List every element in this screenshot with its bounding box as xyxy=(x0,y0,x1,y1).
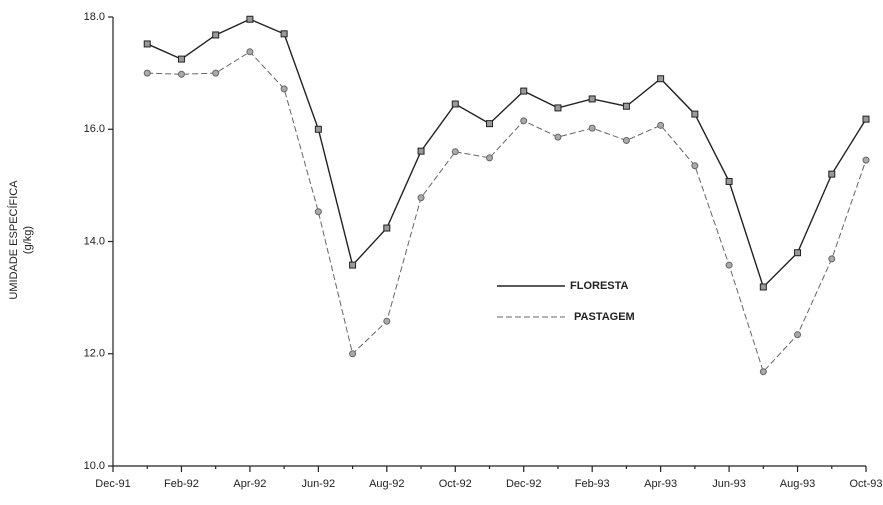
y-axis-label: UMIDADE ESPECÍFICA xyxy=(7,180,20,300)
point xyxy=(486,154,493,162)
x-tick-label: Oct-92 xyxy=(439,478,472,490)
x-tick-label: Dec-92 xyxy=(506,478,541,490)
x-tick-label: Dec-91 xyxy=(95,478,130,490)
point xyxy=(417,194,425,202)
x-tick-label: Oct-93 xyxy=(849,478,882,490)
point xyxy=(280,30,288,38)
x-tick-label: Apr-93 xyxy=(644,478,677,490)
point xyxy=(862,156,870,164)
point xyxy=(212,69,220,77)
point xyxy=(177,55,185,63)
point xyxy=(828,170,836,178)
point xyxy=(246,48,254,56)
point xyxy=(725,177,733,185)
point xyxy=(143,40,151,48)
point xyxy=(486,120,493,128)
point xyxy=(862,115,870,123)
point xyxy=(588,95,596,103)
point xyxy=(383,224,391,232)
point xyxy=(520,117,528,125)
x-tick-label: Jun-93 xyxy=(712,478,746,490)
y-tick-label: 12.0 xyxy=(84,348,105,360)
point xyxy=(657,121,665,129)
point xyxy=(759,368,767,376)
y-axis-label: (g/kg) xyxy=(22,226,34,254)
point xyxy=(314,208,322,216)
point xyxy=(657,75,665,83)
point xyxy=(177,70,185,78)
point xyxy=(520,87,528,95)
point xyxy=(794,331,802,339)
point xyxy=(451,100,459,108)
point xyxy=(794,249,802,257)
legend-label: PASTAGEM xyxy=(574,311,635,323)
point xyxy=(417,147,425,155)
point xyxy=(554,133,562,141)
point xyxy=(349,350,357,358)
x-tick-label: Jun-92 xyxy=(302,478,336,490)
point xyxy=(212,31,220,39)
point xyxy=(588,124,596,132)
series-line xyxy=(146,18,867,289)
point xyxy=(314,125,322,133)
x-tick-label: Aug-92 xyxy=(369,478,404,490)
point xyxy=(451,148,459,156)
point xyxy=(349,261,357,269)
point xyxy=(759,283,767,291)
point xyxy=(691,162,699,170)
series-line xyxy=(147,51,867,373)
point xyxy=(554,104,562,112)
y-tick-label: 10.0 xyxy=(84,460,105,472)
point xyxy=(622,102,630,110)
x-tick-label: Feb-92 xyxy=(164,478,199,490)
point xyxy=(383,317,391,325)
y-tick-label: 16.0 xyxy=(84,123,105,135)
legend-label: FLORESTA xyxy=(570,280,629,292)
x-tick-label: Feb-93 xyxy=(575,478,610,490)
point xyxy=(725,261,733,269)
y-tick-label: 18.0 xyxy=(84,11,105,23)
y-tick-label: 14.0 xyxy=(84,235,105,247)
point xyxy=(143,69,151,77)
point xyxy=(828,255,836,263)
point xyxy=(280,85,288,93)
x-tick-label: Aug-93 xyxy=(780,478,815,490)
point xyxy=(622,136,630,144)
point xyxy=(246,15,254,23)
point xyxy=(691,110,699,118)
x-tick-label: Apr-92 xyxy=(233,478,266,490)
